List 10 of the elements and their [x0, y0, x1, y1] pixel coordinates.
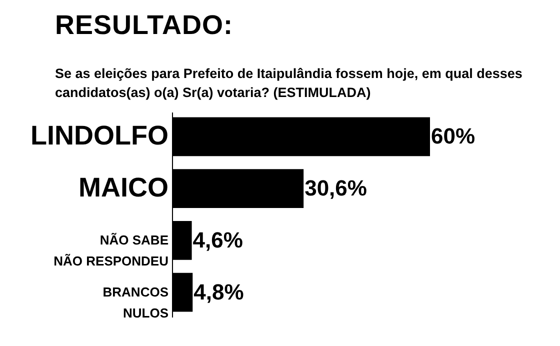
y-tick-label: BRANCOS NULOS — [102, 284, 169, 320]
y-tick-label: MAICO — [78, 172, 168, 203]
data-label: 60% — [431, 124, 476, 149]
chart-title: RESULTADO: — [55, 10, 233, 41]
y-tick-label: NÃO SABE NÃO RESPONDEU — [54, 232, 169, 268]
chart-subtitle: Se as eleições para Prefeito de Itaipulândia fossem hoje, em qual desses candidatos(as) o(a) Sr(a) votaria? (ESTIMULADA) — [55, 65, 524, 102]
data-label: 4,8% — [194, 279, 244, 304]
data-label: 4,6% — [192, 227, 243, 252]
data-label: 30,6% — [304, 176, 367, 201]
y-tick-label: LINDOLFO — [30, 120, 168, 151]
